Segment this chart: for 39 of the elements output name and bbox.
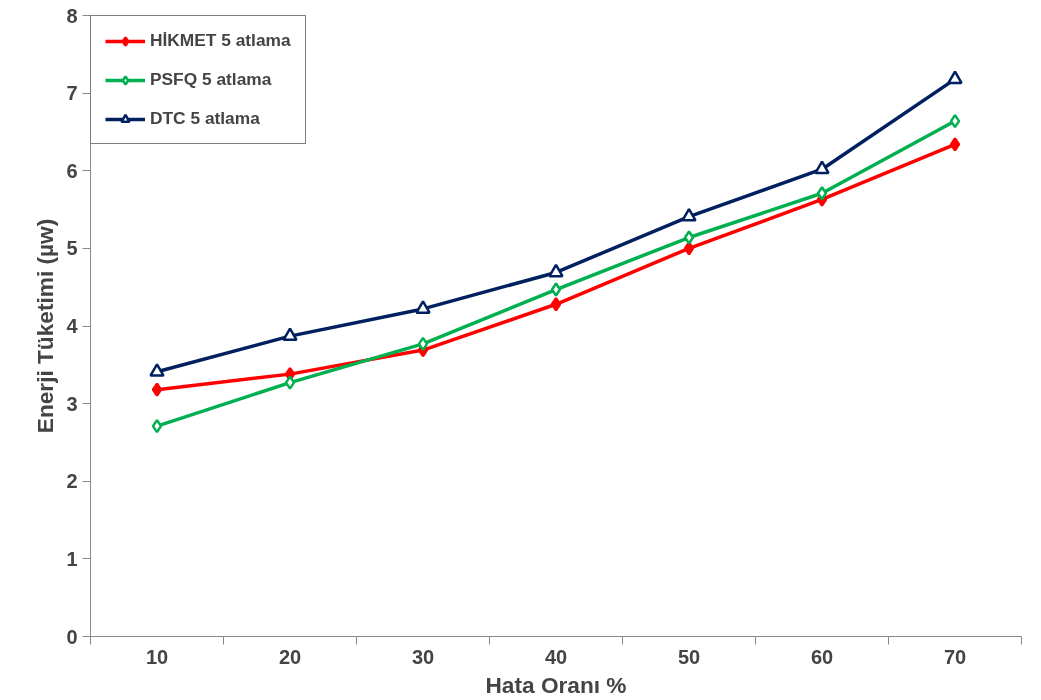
point xyxy=(151,382,163,397)
y-tick-label: 0 xyxy=(66,625,78,648)
point xyxy=(149,363,165,377)
point xyxy=(949,137,961,152)
point xyxy=(681,207,697,222)
y-tick-label: 7 xyxy=(66,82,78,105)
x-tick-label: 40 xyxy=(544,645,568,668)
point xyxy=(814,160,830,175)
point xyxy=(548,263,564,278)
point xyxy=(947,70,963,85)
point xyxy=(282,327,298,342)
y-axis-title: Enerji Tüketimi (µw) xyxy=(32,218,59,434)
point xyxy=(816,186,828,201)
y-tick-label: 1 xyxy=(66,547,78,570)
legend-label: PSFQ 5 atlama xyxy=(150,69,272,90)
x-tick-label: 50 xyxy=(677,645,701,668)
point xyxy=(284,375,296,390)
point xyxy=(415,300,431,314)
x-tick-label: 20 xyxy=(278,645,302,668)
legend-label: DTC 5 atlama xyxy=(150,108,260,129)
point xyxy=(683,230,695,245)
point xyxy=(683,241,695,256)
x-tick-label: 70 xyxy=(943,645,967,668)
legend-label: HİKMET 5 atlama xyxy=(150,30,291,51)
y-tick-label: 5 xyxy=(66,237,78,260)
x-tick-label: 30 xyxy=(411,645,435,668)
point xyxy=(949,113,961,129)
point xyxy=(550,297,562,312)
x-tick-label: 60 xyxy=(810,645,834,668)
x-axis-title: Hata Oranı % xyxy=(485,671,627,698)
point xyxy=(550,282,562,297)
point xyxy=(417,336,429,352)
point xyxy=(151,418,163,434)
y-tick-label: 8 xyxy=(66,4,78,27)
y-tick-label: 6 xyxy=(66,159,78,182)
y-tick-label: 4 xyxy=(66,315,79,337)
y-tick-label: 3 xyxy=(66,392,78,415)
y-tick-label: 2 xyxy=(66,470,78,493)
x-tick-label: 10 xyxy=(145,645,169,668)
